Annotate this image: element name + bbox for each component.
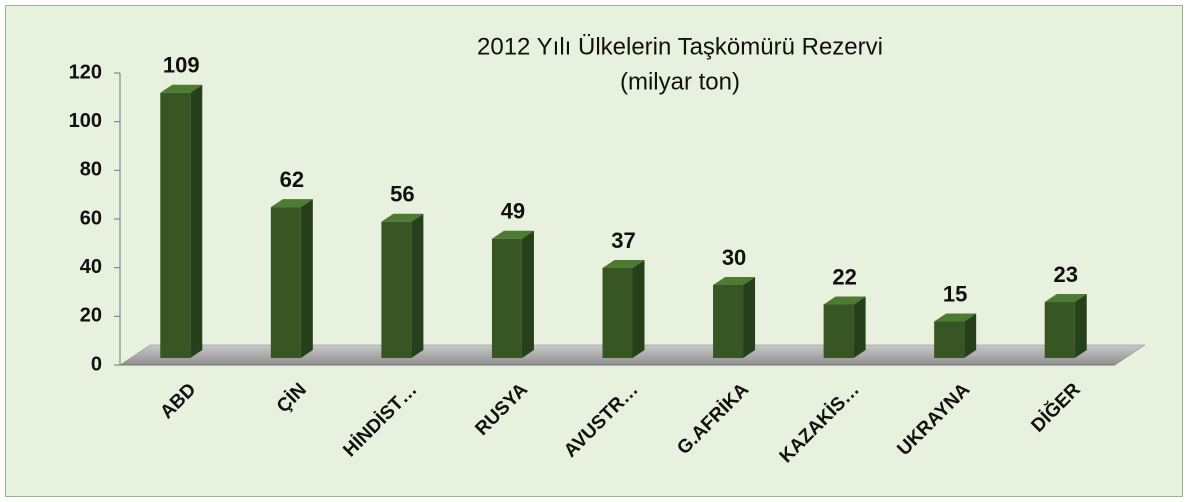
bar-side (190, 84, 203, 359)
data-label: 37 (611, 228, 635, 253)
data-label: 62 (280, 167, 304, 192)
bar-side (411, 213, 424, 358)
data-label: 49 (501, 199, 525, 224)
data-label: 15 (943, 281, 967, 306)
data-label: 56 (390, 182, 414, 207)
bar-front (381, 221, 412, 358)
bar-front (160, 92, 191, 359)
bar-front (1044, 302, 1075, 358)
bar (602, 259, 645, 358)
bar (160, 84, 203, 359)
bar-top (602, 259, 645, 268)
bar-top (823, 296, 866, 305)
y-tick-label: 120 (69, 61, 102, 83)
bar-front (491, 238, 522, 358)
bar-front (270, 207, 301, 358)
bar-front (713, 285, 744, 358)
bar-side (632, 259, 645, 358)
bar (1044, 294, 1087, 358)
bar-side (743, 277, 756, 358)
bar-side (521, 230, 534, 358)
bar-front (602, 267, 633, 358)
bar-side (964, 313, 977, 358)
bar-side (300, 199, 313, 358)
y-tick-label: 100 (69, 110, 102, 132)
bar-front (823, 304, 854, 358)
data-label: 22 (832, 264, 856, 289)
bar-side (1074, 294, 1087, 358)
chart-subtitle: (milyar ton) (620, 68, 740, 95)
data-label: 30 (722, 245, 746, 270)
bar-top (934, 313, 977, 322)
bar (270, 199, 313, 358)
y-tick-label: 80 (80, 159, 102, 181)
bar (491, 230, 534, 358)
bar-top (160, 84, 203, 93)
bar-top (1044, 294, 1087, 303)
data-label: 109 (163, 53, 200, 78)
y-tick-label: 40 (80, 256, 102, 278)
y-tick-label: 0 (91, 353, 102, 375)
bar-side (853, 296, 866, 358)
bar-top (713, 277, 756, 285)
bar (381, 213, 424, 358)
bar-top (270, 199, 313, 208)
bar-front (934, 321, 965, 358)
bar (934, 313, 977, 358)
data-label: 23 (1053, 262, 1077, 287)
chart-title: 2012 Yılı Ülkelerin Taşkömürü Rezervi (477, 33, 883, 60)
y-tick-label: 60 (80, 207, 102, 229)
bar (713, 277, 756, 358)
bar-top (381, 213, 424, 222)
bar (823, 296, 866, 358)
bar-top (491, 230, 534, 239)
y-tick-label: 20 (80, 305, 102, 327)
